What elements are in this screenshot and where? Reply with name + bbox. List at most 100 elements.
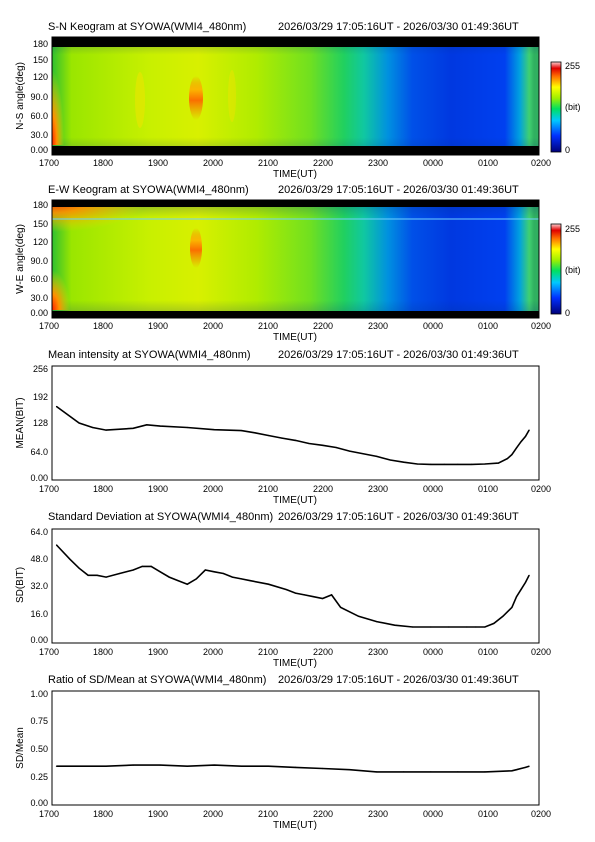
- x-tick-label: 0100: [478, 647, 498, 657]
- data-point: [448, 626, 450, 628]
- data-point: [528, 429, 530, 431]
- data-point: [240, 578, 242, 580]
- ew-keogram-title: E-W Keogram at SYOWA(WMI4_480nm): [48, 184, 249, 196]
- data-point: [376, 771, 378, 773]
- data-point: [294, 592, 297, 594]
- y-tick-label: 0.50: [30, 744, 48, 754]
- data-point: [475, 626, 477, 628]
- data-point: [416, 463, 418, 465]
- ew-keogram-frame: [51, 199, 540, 319]
- data-point: [159, 425, 161, 427]
- x-tick-label: 1700: [39, 321, 59, 331]
- data-point: [204, 569, 206, 571]
- sn-keogram-frame: [51, 36, 540, 156]
- data-point: [520, 589, 522, 591]
- x-tick-label: 2200: [313, 484, 333, 494]
- x-tick-label: 1900: [148, 158, 168, 168]
- sd-title: Standard Deviation at SYOWA(WMI4_480nm): [48, 511, 273, 523]
- data-point: [213, 764, 215, 766]
- ew-keogram-aurora-arc: [190, 228, 202, 268]
- data-point: [497, 462, 499, 464]
- data-point: [55, 544, 58, 546]
- data-point: [213, 571, 215, 573]
- ratio-time-range: 2026/03/29 17:05:16UT - 2026/03/30 01:49…: [278, 674, 519, 686]
- data-point: [524, 766, 527, 769]
- y-tick-label: 0.00: [30, 145, 48, 155]
- y-tick-label: 192: [33, 392, 48, 402]
- data-point: [69, 558, 71, 560]
- data-point: [524, 581, 527, 584]
- y-tick-label: 0.00: [30, 798, 48, 808]
- x-tick-label: 2300: [368, 484, 388, 494]
- data-point: [132, 427, 134, 429]
- x-tick-label: 2200: [313, 158, 333, 168]
- x-tick-label: 1700: [39, 158, 59, 168]
- data-point: [515, 447, 518, 449]
- colorbar-min-label: 0: [565, 308, 570, 318]
- x-tick-label: 2300: [368, 647, 388, 657]
- data-point: [430, 626, 432, 628]
- data-point: [132, 569, 134, 571]
- x-tick-label: 2100: [258, 158, 278, 168]
- ew-keogram-x-ticks: 1700 1800 1900 2000 2100 2200 2300 0000 …: [39, 321, 551, 331]
- x-tick-label: 0100: [478, 809, 498, 819]
- sd-panel: Standard Deviation at SYOWA(WMI4_480nm) …: [15, 511, 551, 669]
- y-tick-label: 0.25: [30, 772, 48, 782]
- ratio-title: Ratio of SD/Mean at SYOWA(WMI4_480nm): [48, 674, 266, 686]
- data-point: [159, 764, 161, 766]
- data-point: [322, 597, 324, 600]
- data-point: [515, 769, 518, 771]
- data-point: [389, 459, 391, 461]
- data-point: [119, 572, 121, 575]
- sn-keogram-arc-2: [135, 72, 145, 128]
- data-point: [524, 435, 527, 437]
- mean-x-ticks: 1700 1800 1900 2000 2100 2200 2300 0000 …: [39, 484, 551, 494]
- sd-y-ticks: 64.0 48.0 32.0 16.0 0.00: [30, 527, 48, 645]
- x-tick-label: 0000: [423, 484, 443, 494]
- data-point: [312, 596, 315, 598]
- ew-keogram-ylabel: W-E angle(deg): [15, 224, 26, 294]
- data-point: [430, 771, 432, 773]
- data-point: [520, 441, 522, 443]
- sd-time-range: 2026/03/29 17:05:16UT - 2026/03/30 01:49…: [278, 511, 519, 523]
- x-tick-label: 0000: [423, 647, 443, 657]
- x-tick-label: 2000: [203, 158, 223, 168]
- y-tick-label: 64.0: [30, 447, 48, 457]
- ratio-ylabel: SD/Mean: [15, 727, 26, 769]
- x-tick-label: 0200: [531, 484, 551, 494]
- mean-plot-frame: [51, 365, 540, 481]
- x-tick-label: 0100: [478, 321, 498, 331]
- data-point: [528, 765, 530, 767]
- data-point: [520, 767, 522, 770]
- x-tick-label: 1800: [93, 484, 113, 494]
- data-point: [186, 583, 188, 585]
- data-point: [457, 771, 459, 773]
- data-point: [150, 565, 152, 568]
- x-tick-label: 0000: [423, 158, 443, 168]
- x-tick-label: 2200: [313, 647, 333, 657]
- y-tick-label: 150: [33, 219, 48, 229]
- x-tick-label: 2100: [258, 484, 278, 494]
- data-point: [335, 446, 337, 449]
- x-tick-label: 0000: [423, 809, 443, 819]
- ew-keogram-top-mask: [52, 200, 539, 207]
- data-point: [78, 765, 80, 767]
- sn-keogram-ylabel: N-S angle(deg): [15, 62, 26, 130]
- y-tick-label: 60.0: [30, 274, 48, 284]
- data-point: [141, 565, 143, 568]
- mean-title: Mean intensity at SYOWA(WMI4_480nm): [48, 349, 251, 361]
- y-tick-label: 0.00: [30, 473, 48, 483]
- x-tick-label: 1700: [39, 647, 59, 657]
- mean-time-range: 2026/03/29 17:05:16UT - 2026/03/30 01:49…: [278, 349, 519, 361]
- data-point: [267, 434, 269, 437]
- y-tick-label: 16.0: [30, 609, 48, 619]
- x-tick-label: 1900: [148, 321, 168, 331]
- x-tick-label: 2200: [313, 809, 333, 819]
- y-tick-label: 128: [33, 418, 48, 428]
- y-tick-label: 256: [33, 364, 48, 374]
- data-point: [87, 574, 89, 576]
- data-point: [78, 422, 80, 424]
- data-point: [484, 771, 486, 773]
- y-tick-label: 0.75: [30, 716, 48, 726]
- ratio-plot-frame: [51, 690, 540, 806]
